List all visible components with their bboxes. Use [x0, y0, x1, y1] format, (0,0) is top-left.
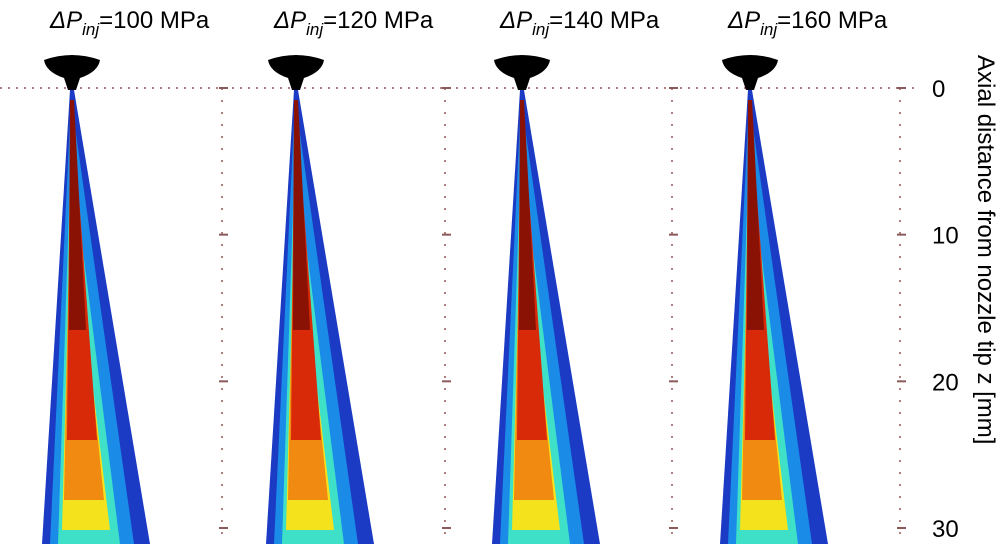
title-value: =140 MPa	[549, 7, 660, 34]
title-symbol: ΔP	[49, 7, 82, 34]
title-value: =100 MPa	[99, 7, 210, 34]
nozzle	[494, 55, 550, 90]
tick-label: 30	[932, 516, 959, 543]
nozzle	[268, 55, 324, 90]
title-symbol: ΔP	[273, 7, 306, 34]
title-value: =120 MPa	[323, 7, 434, 34]
spray-layer	[519, 100, 536, 330]
title-subscript: inj	[532, 20, 550, 39]
nozzle	[44, 55, 100, 90]
panel-title: ΔPinj=160 MPa	[727, 7, 888, 39]
spray-layer	[69, 100, 86, 330]
panel-title: ΔPinj=100 MPa	[49, 7, 210, 39]
tick-label: 20	[932, 369, 959, 396]
panel-title: ΔPinj=140 MPa	[499, 7, 660, 39]
spray-layer	[747, 100, 764, 330]
tick-label: 10	[932, 223, 959, 250]
title-subscript: inj	[82, 20, 100, 39]
panel-title: ΔPinj=120 MPa	[273, 7, 434, 39]
nozzle	[722, 55, 778, 90]
title-value: =160 MPa	[777, 7, 888, 34]
title-symbol: ΔP	[727, 7, 760, 34]
spray-layer	[293, 100, 310, 330]
axis-title: Axial distance from nozzle tip z [mm]	[972, 55, 999, 444]
title-symbol: ΔP	[499, 7, 532, 34]
title-subscript: inj	[306, 20, 324, 39]
title-subscript: inj	[760, 20, 778, 39]
tick-label: 0	[932, 76, 945, 103]
